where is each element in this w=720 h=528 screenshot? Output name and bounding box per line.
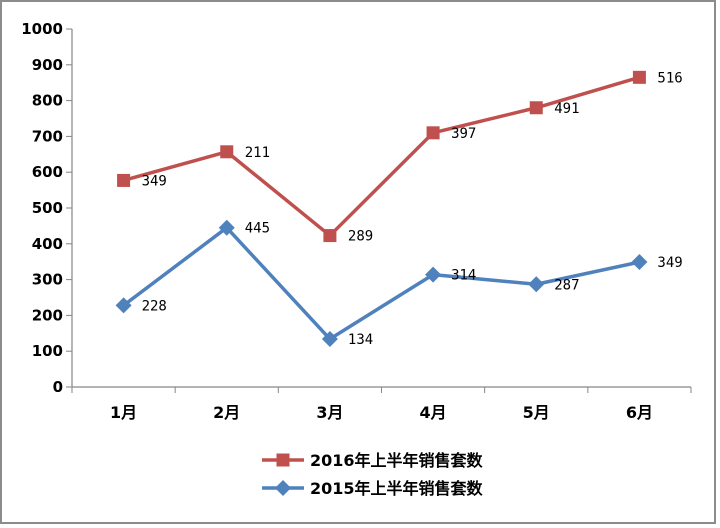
data-point-square [632, 70, 646, 84]
y-tick-label: 400 [32, 235, 63, 253]
data-label: 228 [142, 298, 167, 314]
data-label: 314 [451, 268, 476, 284]
data-point-square [220, 145, 234, 159]
y-tick-label: 900 [32, 56, 63, 74]
data-label: 287 [554, 277, 579, 293]
x-tick-label: 3月 [316, 403, 343, 422]
x-tick-label: 1月 [110, 403, 137, 422]
data-label: 397 [451, 126, 476, 142]
y-tick-label: 0 [53, 378, 63, 396]
chart-series [115, 70, 648, 348]
data-point-diamond [425, 266, 442, 283]
y-tick-label: 800 [32, 92, 63, 110]
legend-label: 2015年上半年销售套数 [310, 479, 484, 498]
x-tick-label: 6月 [626, 403, 653, 422]
x-tick-label: 5月 [523, 403, 550, 422]
y-axis-ticks: 0 100 200 300 400 500 600 700 800 900 1000 [21, 20, 72, 396]
data-point-square [529, 101, 543, 115]
x-tick-label: 4月 [420, 403, 447, 422]
data-label: 491 [554, 101, 579, 117]
y-tick-label: 200 [32, 306, 63, 324]
y-tick-label: 600 [32, 163, 63, 181]
data-point-diamond [218, 219, 235, 236]
series-line-1 [123, 75, 640, 238]
legend-marker-diamond [275, 480, 291, 496]
data-label: 211 [245, 145, 270, 161]
y-tick-label: 300 [32, 271, 63, 289]
data-label: 134 [348, 332, 373, 348]
data-point-square [117, 173, 131, 187]
data-point-square [426, 126, 440, 140]
x-axis-ticks: 1月 2月 3月 4月 5月 6月 [71, 387, 692, 422]
data-point-diamond [321, 331, 338, 348]
data-point-square [323, 229, 337, 243]
chart-axes [71, 29, 691, 388]
data-point-diamond [528, 276, 545, 293]
series-line-2 [122, 225, 640, 341]
y-tick-label: 100 [32, 342, 63, 360]
chart-legend: 2016年上半年销售套数 2015年上半年销售套数 [262, 451, 484, 498]
data-label: 516 [657, 70, 682, 86]
y-tick-label: 500 [32, 199, 63, 217]
y-tick-label: 1000 [21, 20, 63, 38]
y-tick-label: 700 [32, 127, 63, 145]
data-point-diamond [631, 254, 648, 271]
legend-marker-square [276, 453, 290, 467]
legend-label: 2016年上半年销售套数 [310, 451, 484, 470]
data-label: 289 [348, 229, 373, 245]
data-label: 349 [142, 173, 167, 189]
data-label: 349 [657, 255, 682, 271]
data-label: 445 [245, 221, 270, 237]
data-point-diamond [115, 297, 132, 314]
data-labels: 349 211 289 397 491 516 228 445 134 314 287 349 [142, 70, 683, 348]
x-tick-label: 2月 [213, 403, 240, 422]
